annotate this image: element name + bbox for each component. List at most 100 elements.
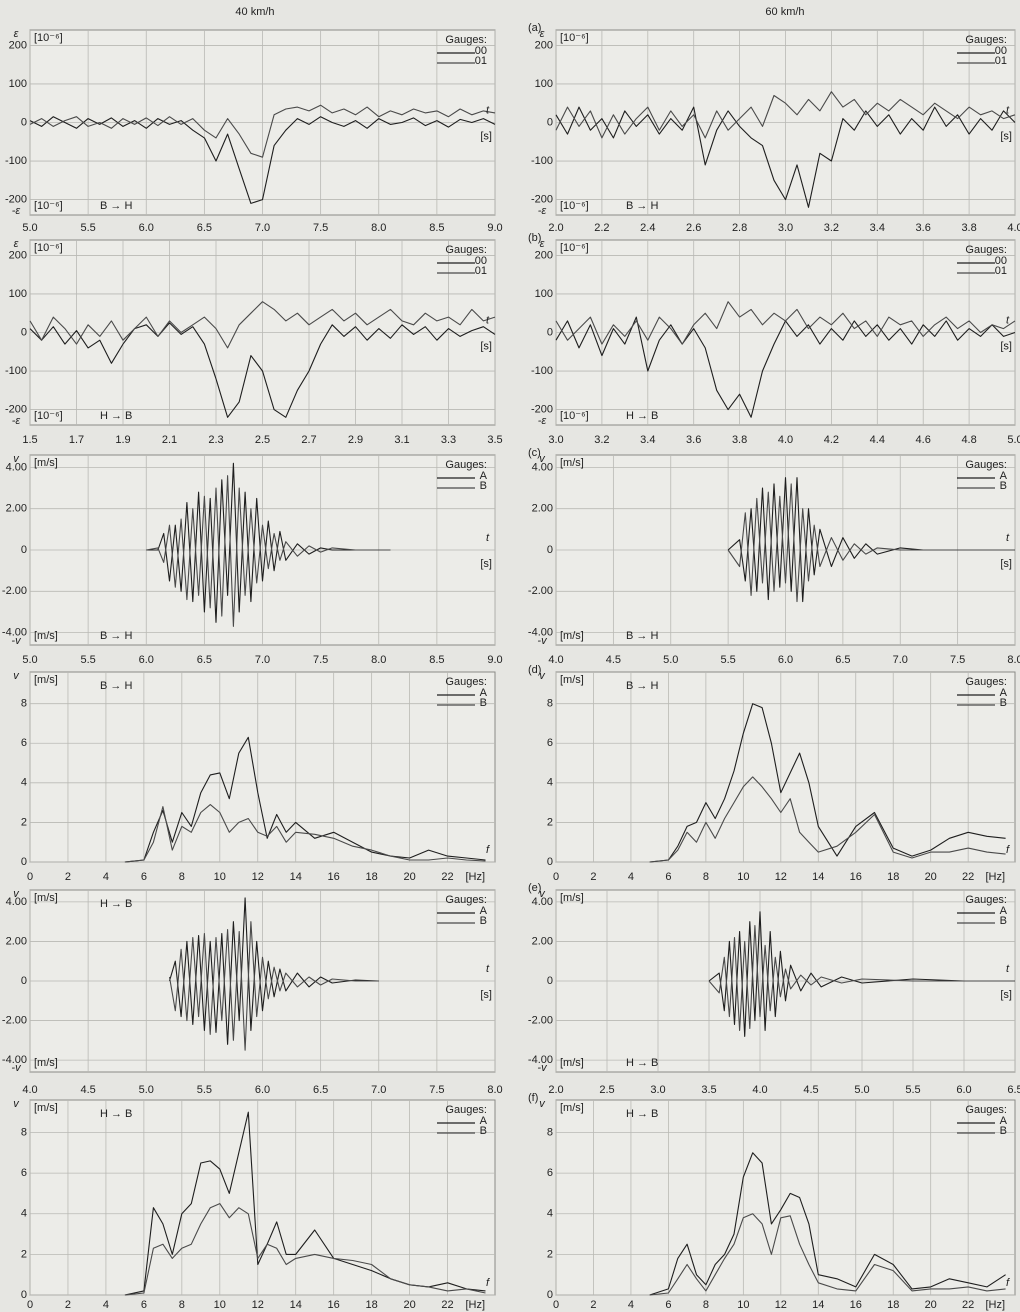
y-axis-label: v — [13, 888, 20, 900]
y-tick-label: 2.00 — [6, 503, 27, 515]
x-tick-label: 2.0 — [548, 222, 563, 234]
x-tick-label: 22 — [962, 1299, 974, 1311]
x-tick-label: 5.0 — [663, 654, 678, 666]
legend-title: Gauges: — [965, 244, 1007, 256]
legend-title: Gauges: — [965, 1104, 1007, 1116]
x-tick-label: 4.6 — [916, 434, 931, 446]
legend-label: 00 — [475, 45, 487, 57]
y-axis-label: ε — [540, 28, 545, 40]
y-unit: [10⁻⁶] — [560, 242, 589, 254]
y-tick-label: 8 — [547, 1126, 553, 1138]
y-tick-label: 6 — [21, 1167, 27, 1179]
x-tick-label: 3.4 — [640, 434, 655, 446]
legend-label: A — [1000, 687, 1008, 699]
x-axis-label: t — [1006, 104, 1010, 116]
y-axis-label: ε — [14, 28, 19, 40]
trace — [708, 911, 1015, 1037]
trace — [727, 477, 1015, 603]
x-tick-label: 3.2 — [594, 434, 609, 446]
x-tick-label: 16 — [328, 871, 340, 883]
x-tick-label: 22 — [441, 1299, 453, 1311]
legend-title: Gauges: — [445, 1104, 487, 1116]
y-tick-label: -4.00 — [528, 627, 553, 639]
legend-title: Gauges: — [965, 459, 1007, 471]
plot-frame — [29, 1099, 496, 1296]
x-tick-label: 7.5 — [313, 222, 328, 234]
x-tick-label: 20 — [403, 871, 415, 883]
y-unit: [m/s] — [560, 457, 584, 469]
x-tick-label: 6 — [665, 1299, 671, 1311]
x-tick-label: 3.3 — [441, 434, 456, 446]
x-tick-label: 3.0 — [650, 1084, 665, 1096]
y-tick-label: -200 — [5, 193, 27, 205]
x-tick-label: 3.4 — [870, 222, 885, 234]
x-tick-label: 2 — [65, 871, 71, 883]
x-tick-label: 6.0 — [139, 654, 154, 666]
x-tick-label: 3.1 — [394, 434, 409, 446]
y-tick-label: -200 — [5, 403, 27, 415]
direction-annotation: B → H — [626, 200, 658, 212]
x-tick-label: 4.8 — [961, 434, 976, 446]
y-unit: [m/s] — [34, 630, 58, 642]
legend-label: A — [480, 905, 488, 917]
direction-annotation: H → B — [100, 898, 132, 910]
panel-label: (b) — [528, 232, 541, 244]
x-unit: [s] — [1000, 340, 1012, 352]
y-tick-label: 200 — [535, 39, 553, 51]
x-tick-label: 5.5 — [905, 1084, 920, 1096]
y-axis-label-neg: -v — [11, 1062, 22, 1074]
trace — [124, 736, 486, 863]
legend-label: 01 — [475, 265, 487, 277]
x-tick-label: 3.5 — [487, 434, 502, 446]
trace — [727, 483, 1015, 603]
x-axis-label: t — [486, 963, 490, 975]
trace — [555, 91, 1016, 139]
y-tick-label: 4.00 — [6, 896, 27, 908]
x-tick-label: 7.0 — [893, 654, 908, 666]
x-tick-label: 14 — [812, 871, 824, 883]
y-tick-label: -100 — [531, 155, 553, 167]
x-tick-label: 1.7 — [69, 434, 84, 446]
y-tick-label: -4.00 — [2, 1054, 27, 1066]
x-tick-label: 5.5 — [720, 654, 735, 666]
direction-annotation: H → B — [100, 1108, 132, 1120]
y-tick-label: 2.00 — [532, 503, 553, 515]
y-tick-label: 4.00 — [532, 461, 553, 473]
x-tick-label: 6.0 — [255, 1084, 270, 1096]
y-axis-label-neg: -ε — [12, 205, 21, 217]
y-tick-label: 0 — [21, 326, 27, 338]
column-title: 60 km/h — [765, 6, 804, 18]
y-tick-label: 4.00 — [6, 461, 27, 473]
y-tick-label: 100 — [535, 78, 553, 90]
y-tick-label: 2.00 — [6, 935, 27, 947]
x-unit: [Hz] — [465, 1299, 485, 1311]
x-tick-label: 2.1 — [162, 434, 177, 446]
y-tick-label: 0 — [21, 116, 27, 128]
x-tick-label: 4.0 — [752, 1084, 767, 1096]
x-tick-label: 14 — [290, 1299, 302, 1311]
x-unit: [s] — [480, 989, 492, 1001]
panel-label: (a) — [528, 22, 541, 34]
x-tick-label: 2 — [590, 1299, 596, 1311]
x-tick-label: 5.0 — [139, 1084, 154, 1096]
x-axis-label: f — [486, 1277, 490, 1289]
x-tick-label: 3.8 — [961, 222, 976, 234]
legend-label: A — [1000, 1115, 1008, 1127]
legend-label: B — [1000, 697, 1007, 709]
x-tick-label: 4 — [103, 1299, 109, 1311]
x-tick-label: 6 — [141, 871, 147, 883]
y-tick-label: -100 — [531, 365, 553, 377]
x-tick-label: 0 — [27, 871, 33, 883]
x-unit: [Hz] — [985, 1299, 1005, 1311]
direction-annotation: H → B — [626, 1057, 658, 1069]
x-tick-label: 7.0 — [255, 222, 270, 234]
direction-annotation: H → B — [626, 410, 658, 422]
legend-title: Gauges: — [445, 34, 487, 46]
y-tick-label: -2.00 — [528, 1014, 553, 1026]
x-tick-label: 2.5 — [255, 434, 270, 446]
x-axis-label: t — [1006, 314, 1010, 326]
x-tick-label: 2 — [65, 1299, 71, 1311]
x-tick-label: 10 — [737, 1299, 749, 1311]
legend-label: B — [480, 915, 487, 927]
panel-label: (e) — [528, 882, 541, 894]
